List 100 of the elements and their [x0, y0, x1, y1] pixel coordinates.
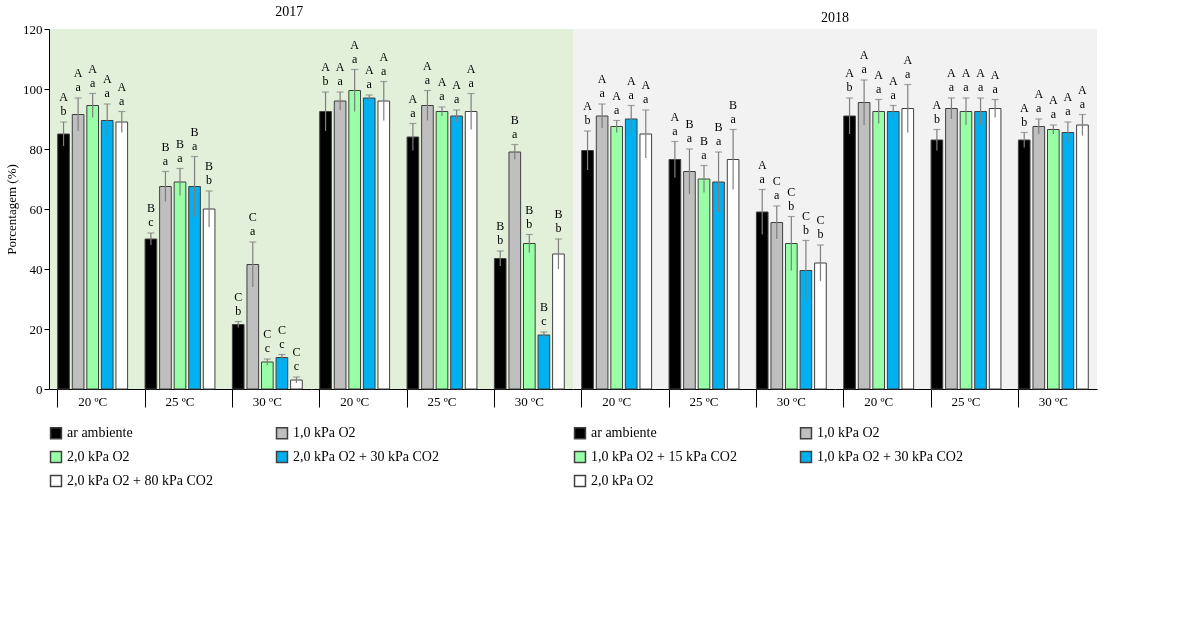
legend-label: 1,0 kPa O2: [293, 425, 356, 441]
annotation: C b: [801, 208, 810, 237]
y-tick-label: 0: [36, 381, 43, 397]
bar: [435, 111, 449, 390]
x-tick-label: 30 ºC: [1038, 393, 1068, 409]
bar: [421, 105, 434, 390]
x-tick-label: 25 ºC: [951, 393, 981, 409]
bar: [173, 181, 187, 390]
annotation: C b: [787, 184, 796, 213]
legend-label: ar ambiente: [67, 425, 133, 441]
annotation: C a: [248, 210, 257, 238]
y-axis-title: Porcentagem (%): [4, 164, 19, 255]
annotation: B c: [146, 201, 155, 229]
annotation: A a: [641, 78, 651, 106]
legend-label: 1,0 kPa O2: [817, 425, 880, 441]
annotation: B a: [161, 139, 170, 168]
x-tick-label: 25 ºC: [165, 393, 195, 409]
annotation: A a: [859, 48, 869, 76]
bar: [683, 171, 696, 390]
annotation: A a: [961, 66, 971, 94]
legend-label: 1,0 kPa O2 + 30 kPa CO2: [817, 449, 963, 464]
bar: [974, 111, 987, 390]
y-tick-label: 100: [23, 81, 43, 97]
annotation: B a: [699, 133, 709, 162]
annotation: B a: [510, 112, 519, 141]
annotation: A a: [452, 78, 462, 106]
annotation: A a: [437, 75, 447, 103]
bar: [464, 111, 478, 390]
annotation: C c: [277, 322, 286, 351]
annotation: A a: [670, 109, 680, 138]
y-tick-label: 20: [29, 321, 43, 337]
annotation: A b: [932, 97, 942, 126]
x-tick-label: 30 ºC: [514, 393, 544, 409]
annotation: A a: [990, 67, 1000, 96]
annotation: B b: [205, 159, 214, 187]
annotation: A a: [350, 37, 360, 66]
annotation: A b: [321, 60, 331, 88]
annotation: A b: [845, 66, 855, 94]
x-tick-label: 20 ºC: [78, 393, 108, 409]
legend-label: 2,0 kPa O2 + 30 kPa CO2: [293, 449, 439, 464]
x-tick-label: 25 ºC: [427, 393, 457, 409]
bar: [988, 108, 1002, 390]
annotation: B c: [539, 300, 548, 328]
y-tick-label: 40: [29, 261, 43, 277]
annotation: A a: [874, 67, 884, 96]
annotation: A a: [1063, 90, 1073, 118]
bar: [552, 253, 565, 390]
bar: [202, 208, 216, 390]
annotation: A a: [423, 58, 433, 87]
legend-label: 2,0 kPa O2 + 80 kPa CO2: [67, 473, 213, 488]
y-tick-label: 120: [23, 21, 43, 37]
annotation: A a: [612, 88, 622, 117]
annotation: A a: [364, 63, 374, 91]
annotation: B a: [729, 97, 738, 126]
annotation: A a: [903, 52, 913, 81]
annotation: A a: [888, 73, 898, 102]
annotation: B a: [685, 117, 694, 145]
x-tick-label: 25 ºC: [689, 393, 719, 409]
x-tick-label: 30 ºC: [252, 393, 282, 409]
annotation: A a: [757, 157, 767, 186]
annotation: A a: [597, 72, 607, 100]
annotation: B b: [554, 207, 563, 235]
bar: [712, 181, 725, 390]
bar: [450, 115, 463, 390]
annotation: A a: [117, 79, 127, 108]
annotation: C c: [292, 345, 301, 373]
annotation: A b: [583, 99, 593, 127]
annotation: A a: [976, 66, 986, 94]
annotation: C a: [772, 174, 781, 202]
annotation: A a: [1078, 82, 1088, 111]
annotation: C b: [234, 289, 243, 318]
bar: [697, 178, 711, 390]
x-tick-label: 20 ºC: [864, 393, 894, 409]
annotation: A b: [1019, 100, 1029, 129]
annotation: A a: [88, 61, 98, 90]
annotation: A a: [102, 72, 112, 100]
y-tick-label: 80: [29, 141, 43, 157]
legend-label: 2,0 kPa O2: [67, 449, 130, 464]
x-tick-label: 20 ºC: [602, 393, 632, 409]
bar: [814, 262, 827, 390]
legend-label: ar ambiente: [591, 425, 657, 441]
annotation: A a: [73, 66, 83, 94]
bar: [945, 108, 958, 390]
annotation: A b: [59, 90, 69, 118]
bar: [959, 111, 973, 390]
bar: [159, 186, 172, 390]
annotation: B b: [496, 219, 505, 247]
bar: [726, 159, 740, 390]
chart-title: 2018: [821, 10, 849, 25]
annotation: A a: [408, 91, 418, 120]
annotation: C b: [816, 213, 825, 241]
chart-title: 2017: [275, 4, 304, 19]
bar: [1076, 124, 1089, 390]
annotation: A a: [335, 60, 345, 88]
legend-label: 2,0 kPa O2: [591, 473, 654, 488]
annotation: A a: [1049, 93, 1058, 121]
annotation: A a: [947, 66, 957, 94]
x-tick-label: 30 ºC: [776, 393, 806, 409]
legend-label: 1,0 kPa O2 + 15 kPa CO2: [591, 449, 737, 464]
annotation: B b: [525, 202, 534, 231]
